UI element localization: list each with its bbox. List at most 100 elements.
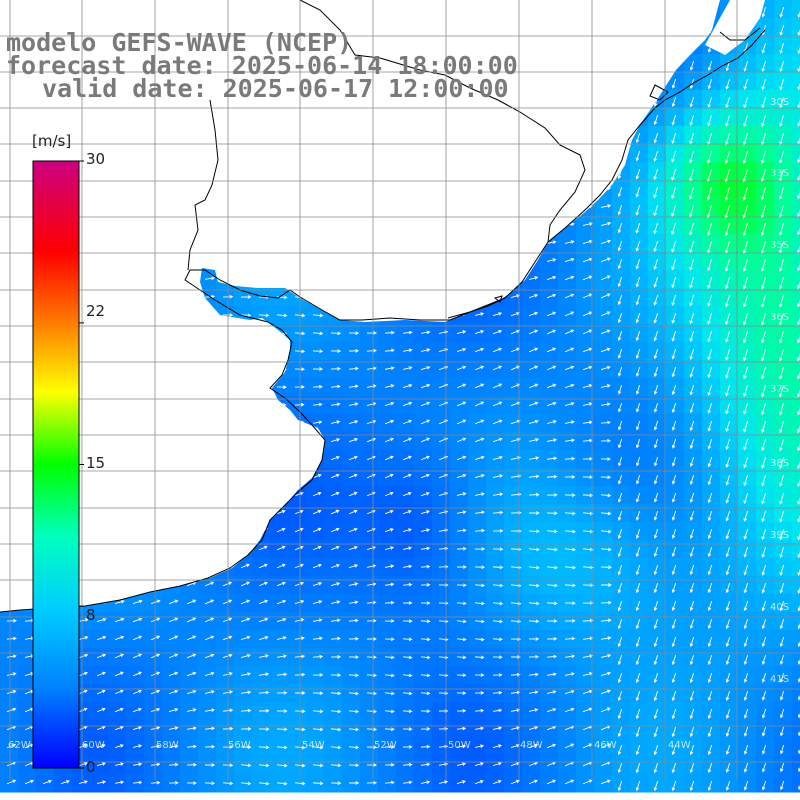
wind-arrow (528, 726, 539, 731)
wind-arrow (653, 636, 659, 648)
wind-arrow (222, 599, 233, 605)
wind-arrow (689, 690, 695, 702)
wind-arrow (186, 781, 197, 785)
wind-arrow (546, 240, 557, 244)
wind-arrow (258, 599, 269, 605)
wind-arrow (258, 563, 268, 569)
wind-arrow (689, 258, 695, 271)
wind-arrow (635, 528, 641, 540)
wind-arrow (653, 546, 659, 558)
wind-arrow (689, 330, 695, 343)
wind-arrow (564, 329, 575, 335)
wind-arrow (528, 293, 539, 299)
wind-arrow (96, 689, 106, 695)
wind-arrow (671, 366, 677, 378)
wind-arrow (384, 348, 395, 353)
wind-arrow (438, 780, 449, 784)
wind-arrow (528, 529, 540, 534)
wind-arrow (635, 222, 641, 234)
wind-arrow (707, 690, 713, 702)
wind-arrow (312, 563, 322, 569)
wind-arrow (420, 762, 431, 767)
wind-arrow (312, 384, 323, 389)
wind-arrow (456, 583, 467, 588)
wind-arrow (258, 313, 270, 318)
wind-arrow (6, 654, 17, 659)
wind-arrow (528, 654, 540, 659)
wind-arrow (635, 294, 641, 306)
wind-arrow (671, 312, 677, 324)
wind-arrow (330, 545, 340, 551)
wind-arrow (689, 384, 695, 396)
wind-arrow (366, 366, 377, 371)
model-title: modelo GEFS-WAVE (NCEP) (6, 28, 353, 57)
wind-arrow (743, 78, 749, 91)
wind-arrow (671, 348, 677, 360)
wind-arrow (635, 726, 641, 738)
wind-arrow (492, 510, 504, 515)
wind-arrow (653, 708, 659, 720)
wind-arrow (779, 564, 785, 576)
wind-arrow (671, 96, 677, 108)
wind-arrow (743, 510, 749, 522)
wind-cell (792, 486, 800, 505)
wind-arrow (689, 564, 695, 576)
lat-label: 40S (770, 602, 790, 613)
wind-arrow (671, 420, 677, 431)
wind-arrow (761, 420, 767, 434)
wind-arrow (779, 438, 785, 452)
wind-arrow (707, 60, 713, 72)
wind-arrow (330, 709, 342, 714)
wind-arrow (132, 707, 142, 713)
wind-arrow (617, 186, 623, 198)
wind-arrow (706, 222, 713, 237)
wind-arrow (582, 511, 594, 516)
lon-label: 56W (228, 740, 251, 751)
wind-cell (792, 396, 800, 415)
wind-arrow (653, 186, 659, 199)
wind-arrow (186, 708, 197, 712)
wind-arrow (600, 475, 612, 480)
lat-label: 37S (770, 384, 790, 395)
wind-arrow (798, 784, 800, 791)
wind-arrow (492, 492, 504, 497)
wind-arrow (420, 655, 431, 660)
wind-arrow (671, 546, 677, 558)
wind-arrow (528, 708, 539, 712)
wind-arrow (384, 619, 395, 623)
wind-arrow (240, 727, 252, 731)
wind-arrow (96, 653, 107, 659)
wind-arrow (366, 780, 378, 785)
wind-arrow (761, 384, 767, 398)
wind-arrow (564, 689, 575, 694)
wind-arrow (492, 565, 504, 570)
wind-arrow (582, 601, 594, 605)
wind-arrow (546, 529, 558, 534)
wind-arrow (564, 275, 575, 281)
wind-arrow (725, 402, 731, 415)
wind-arrow (564, 654, 576, 659)
wind-arrow (312, 781, 324, 786)
wind-arrow (114, 762, 125, 766)
wind-arrow (707, 114, 713, 127)
wind-arrow (312, 581, 323, 587)
wind-arrow (312, 491, 322, 497)
wind-arrow (492, 529, 504, 533)
wind-arrow (528, 276, 539, 280)
wind-arrow (78, 743, 88, 749)
wind-arrow (348, 545, 358, 551)
wind-arrow (689, 114, 695, 127)
wind-cell (792, 684, 800, 703)
wind-arrow (742, 168, 749, 183)
wind-arrow (366, 655, 377, 660)
wind-arrow (653, 114, 659, 126)
wind-arrow (653, 456, 659, 467)
wind-arrow (96, 762, 106, 766)
wind-arrow (276, 295, 288, 300)
wind-arrow (312, 527, 322, 533)
wind-arrow (492, 329, 503, 335)
wind-arrow (348, 473, 358, 479)
wind-arrow (384, 330, 395, 335)
wind-arrow (330, 420, 341, 424)
wind-arrow (528, 583, 540, 588)
